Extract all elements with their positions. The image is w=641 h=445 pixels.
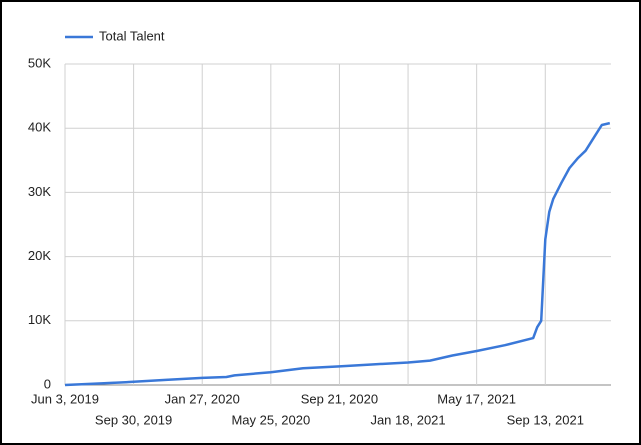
- x-tick-label: Jun 3, 2019: [31, 391, 99, 406]
- x-tick-label: Sep 21, 2020: [301, 391, 378, 406]
- x-tick-label: May 17, 2021: [437, 391, 516, 406]
- x-tick-label: Sep 13, 2021: [507, 412, 584, 427]
- y-tick-label: 40K: [28, 120, 51, 135]
- y-tick-label: 30K: [28, 184, 51, 199]
- x-tick-label: Jan 27, 2020: [165, 391, 240, 406]
- series-line: [64, 121, 611, 387]
- y-tick-label: 0: [44, 376, 51, 391]
- x-tick-label: Jan 18, 2021: [370, 412, 445, 427]
- y-tick-label: 50K: [28, 55, 51, 70]
- x-tick-label: Sep 30, 2019: [95, 412, 172, 427]
- y-tick-label: 20K: [28, 248, 51, 263]
- legend-label: Total Talent: [99, 28, 165, 43]
- y-tick-label: 10K: [28, 312, 51, 327]
- x-tick-label: May 25, 2020: [231, 412, 310, 427]
